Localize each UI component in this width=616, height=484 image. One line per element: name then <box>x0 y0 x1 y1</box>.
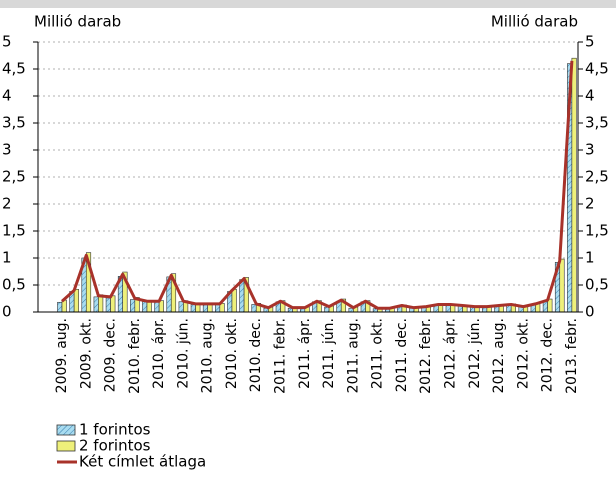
y2-tick-label: 1,5 <box>585 222 609 240</box>
bar <box>445 304 451 313</box>
y2-tick-label: 5 <box>585 33 595 51</box>
x-tick-label: 2012. febr. <box>418 318 434 394</box>
y-tick-label: 2,5 <box>2 168 26 186</box>
y2-tick-label: 0,5 <box>585 276 609 294</box>
y2-tick-label: 3 <box>585 141 595 159</box>
y2-tick-label: 3,5 <box>585 114 609 132</box>
y2-tick-label: 2,5 <box>585 168 609 186</box>
y2-tick-label: 4 <box>585 87 595 105</box>
x-tick-label: 2012. okt. <box>515 318 531 389</box>
x-tick-label: 2010. dec. <box>248 318 264 392</box>
y2-tick-label: 1 <box>585 249 595 267</box>
bar <box>73 289 79 313</box>
bar <box>571 57 577 313</box>
legend-label: 2 forintos <box>79 437 151 455</box>
x-tick-label: 2010. aug. <box>200 318 216 393</box>
bar <box>190 304 196 313</box>
bar <box>559 258 565 313</box>
y-tick-label: 2 <box>2 195 12 213</box>
x-tick-label: 2012. aug. <box>491 318 507 393</box>
bar <box>93 296 99 313</box>
x-tick-label: 2012. dec. <box>540 318 556 392</box>
bar <box>231 289 237 313</box>
bar <box>202 304 208 313</box>
y-tick-label: 3,5 <box>2 114 26 132</box>
bar <box>142 301 148 313</box>
legend-label: 1 forintos <box>79 421 151 439</box>
top-band <box>0 0 616 8</box>
y2-tick-label: 0 <box>585 303 595 321</box>
y-tick-label: 4,5 <box>2 60 26 78</box>
bar <box>215 304 221 313</box>
x-tick-label: 2010. ápr. <box>151 318 167 389</box>
bar <box>57 301 63 313</box>
bar <box>239 279 245 313</box>
bar <box>130 299 136 313</box>
y-tick-label: 5 <box>2 33 12 51</box>
line-series <box>61 60 574 310</box>
y2-axis-label: Millió darab <box>491 13 578 31</box>
x-tick-label: 2010. febr. <box>127 318 143 394</box>
legend-swatch <box>56 440 76 452</box>
bar <box>178 301 184 313</box>
x-tick-label: 2012. ápr. <box>442 318 458 389</box>
y-tick-label: 0,5 <box>2 276 26 294</box>
x-tick-label: 2010. jún. <box>175 318 191 389</box>
legend-label: Két címlet átlaga <box>79 453 206 471</box>
legend-swatch <box>56 424 76 436</box>
x-tick-label: 2011. okt. <box>370 318 386 389</box>
bar <box>110 295 116 313</box>
x-tick-label: 2009. aug. <box>54 318 70 393</box>
bar <box>251 304 257 313</box>
x-tick-label: 2011. aug. <box>345 318 361 393</box>
x-tick-label: 2011. ápr. <box>297 318 313 389</box>
x-tick-label: 2010. okt. <box>224 318 240 389</box>
x-tick-label: 2011. jún. <box>321 318 337 389</box>
y-tick-label: 0 <box>2 303 12 321</box>
y-tick-label: 1 <box>2 249 12 267</box>
x-tick-label: 2013. febr. <box>564 318 580 394</box>
x-tick-label: 2009. dec. <box>103 318 119 392</box>
y2-tick-label: 4,5 <box>585 60 609 78</box>
x-tick-label: 2011. dec. <box>394 318 410 392</box>
x-tick-label: 2012. jún. <box>467 318 483 389</box>
x-tick-label: 2009. okt. <box>78 318 94 389</box>
y-axis-label: Millió darab <box>34 13 121 31</box>
bar <box>154 301 160 313</box>
y-tick-label: 4 <box>2 87 12 105</box>
y-tick-label: 3 <box>2 141 12 159</box>
bar <box>105 297 111 313</box>
x-tick-label: 2011. febr. <box>273 318 289 394</box>
y-tick-label: 1,5 <box>2 222 26 240</box>
y2-tick-label: 2 <box>585 195 595 213</box>
